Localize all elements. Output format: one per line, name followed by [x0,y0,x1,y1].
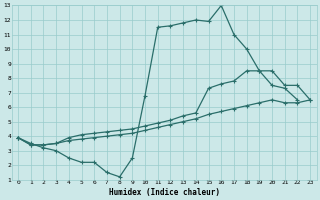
X-axis label: Humidex (Indice chaleur): Humidex (Indice chaleur) [108,188,220,197]
